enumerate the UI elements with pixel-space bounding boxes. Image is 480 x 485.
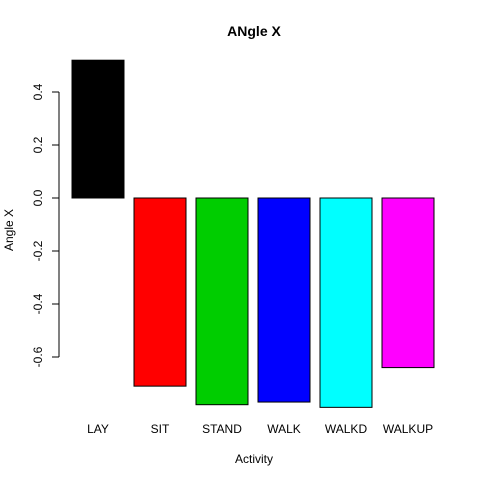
y-axis-label: Angle X	[2, 209, 16, 251]
bars-group	[71, 59, 435, 408]
x-axis-label: Activity	[235, 452, 273, 466]
y-tick-label: -0.6	[31, 346, 45, 367]
y-axis: 0.4 0.2 0.0 -0.2 -0.4 -0.6	[31, 83, 60, 367]
category-label-walkup: WALKUP	[383, 422, 433, 436]
category-labels: LAY SIT STAND WALK WALKD WALKUP	[87, 422, 433, 436]
bar-walk	[257, 197, 311, 403]
category-label-stand: STAND	[202, 422, 242, 436]
bar-sit	[133, 197, 187, 387]
bar-walkd	[319, 197, 373, 408]
y-tick-label: 0.2	[31, 136, 45, 153]
category-label-walkd: WALKD	[325, 422, 368, 436]
y-tick-label: 0.4	[31, 83, 45, 100]
y-tick-label: -0.4	[31, 293, 45, 314]
y-tick-label: 0.0	[31, 189, 45, 206]
category-label-lay: LAY	[87, 422, 109, 436]
y-tick-label: -0.2	[31, 240, 45, 261]
bar-walkup	[381, 197, 435, 369]
category-label-walk: WALK	[267, 422, 301, 436]
chart-title: ANgle X	[227, 23, 281, 39]
category-label-sit: SIT	[151, 422, 170, 436]
bar-stand	[195, 197, 249, 406]
bar-lay	[71, 59, 125, 199]
